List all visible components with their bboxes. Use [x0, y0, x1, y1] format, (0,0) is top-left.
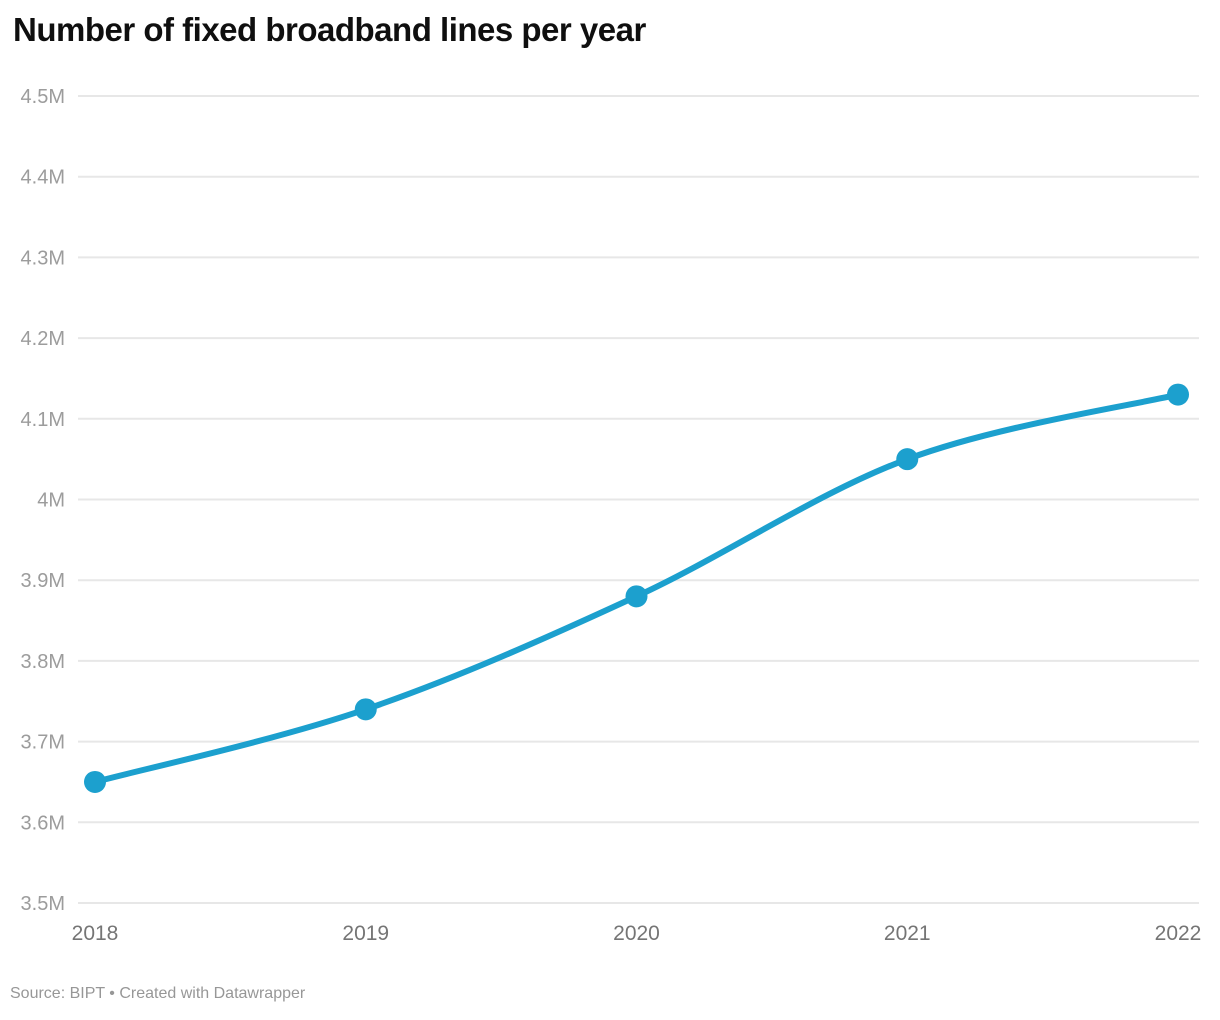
y-axis-tick-label: 4.3M [21, 247, 65, 269]
chart-footer: Source: BIPT • Created with Datawrapper [10, 985, 305, 1003]
y-axis-tick-label: 3.6M [21, 812, 65, 834]
x-axis-tick-label: 2019 [342, 922, 389, 945]
y-axis-tick-label: 3.7M [21, 732, 65, 754]
y-axis-tick-label: 3.5M [21, 893, 65, 915]
data-point-marker[interactable] [84, 770, 106, 793]
data-point-marker[interactable] [896, 448, 919, 471]
y-axis-tick-label: 4.4M [21, 167, 65, 189]
data-point-marker[interactable] [1167, 383, 1189, 406]
source-credit-text: Source: BIPT • Created with Datawrapper [10, 985, 306, 1002]
y-axis-tick-label: 4.5M [21, 86, 65, 108]
y-axis-tick-label: 3.8M [21, 651, 65, 673]
data-point-marker[interactable] [354, 698, 377, 721]
x-axis-tick-label: 2018 [72, 922, 119, 945]
x-axis-tick-label: 2022 [1155, 922, 1202, 945]
y-axis-tick-label: 3.9M [21, 570, 65, 592]
x-axis-tick-label: 2021 [884, 922, 931, 945]
y-axis-tick-label: 4M [37, 490, 65, 512]
chart-title: Number of fixed broadband lines per year [13, 11, 646, 48]
y-axis-tick-label: 4.1M [21, 409, 65, 431]
x-axis-tick-label: 2020 [613, 922, 660, 945]
y-axis-tick-label: 4.2M [21, 328, 65, 350]
data-point-marker[interactable] [625, 585, 648, 608]
